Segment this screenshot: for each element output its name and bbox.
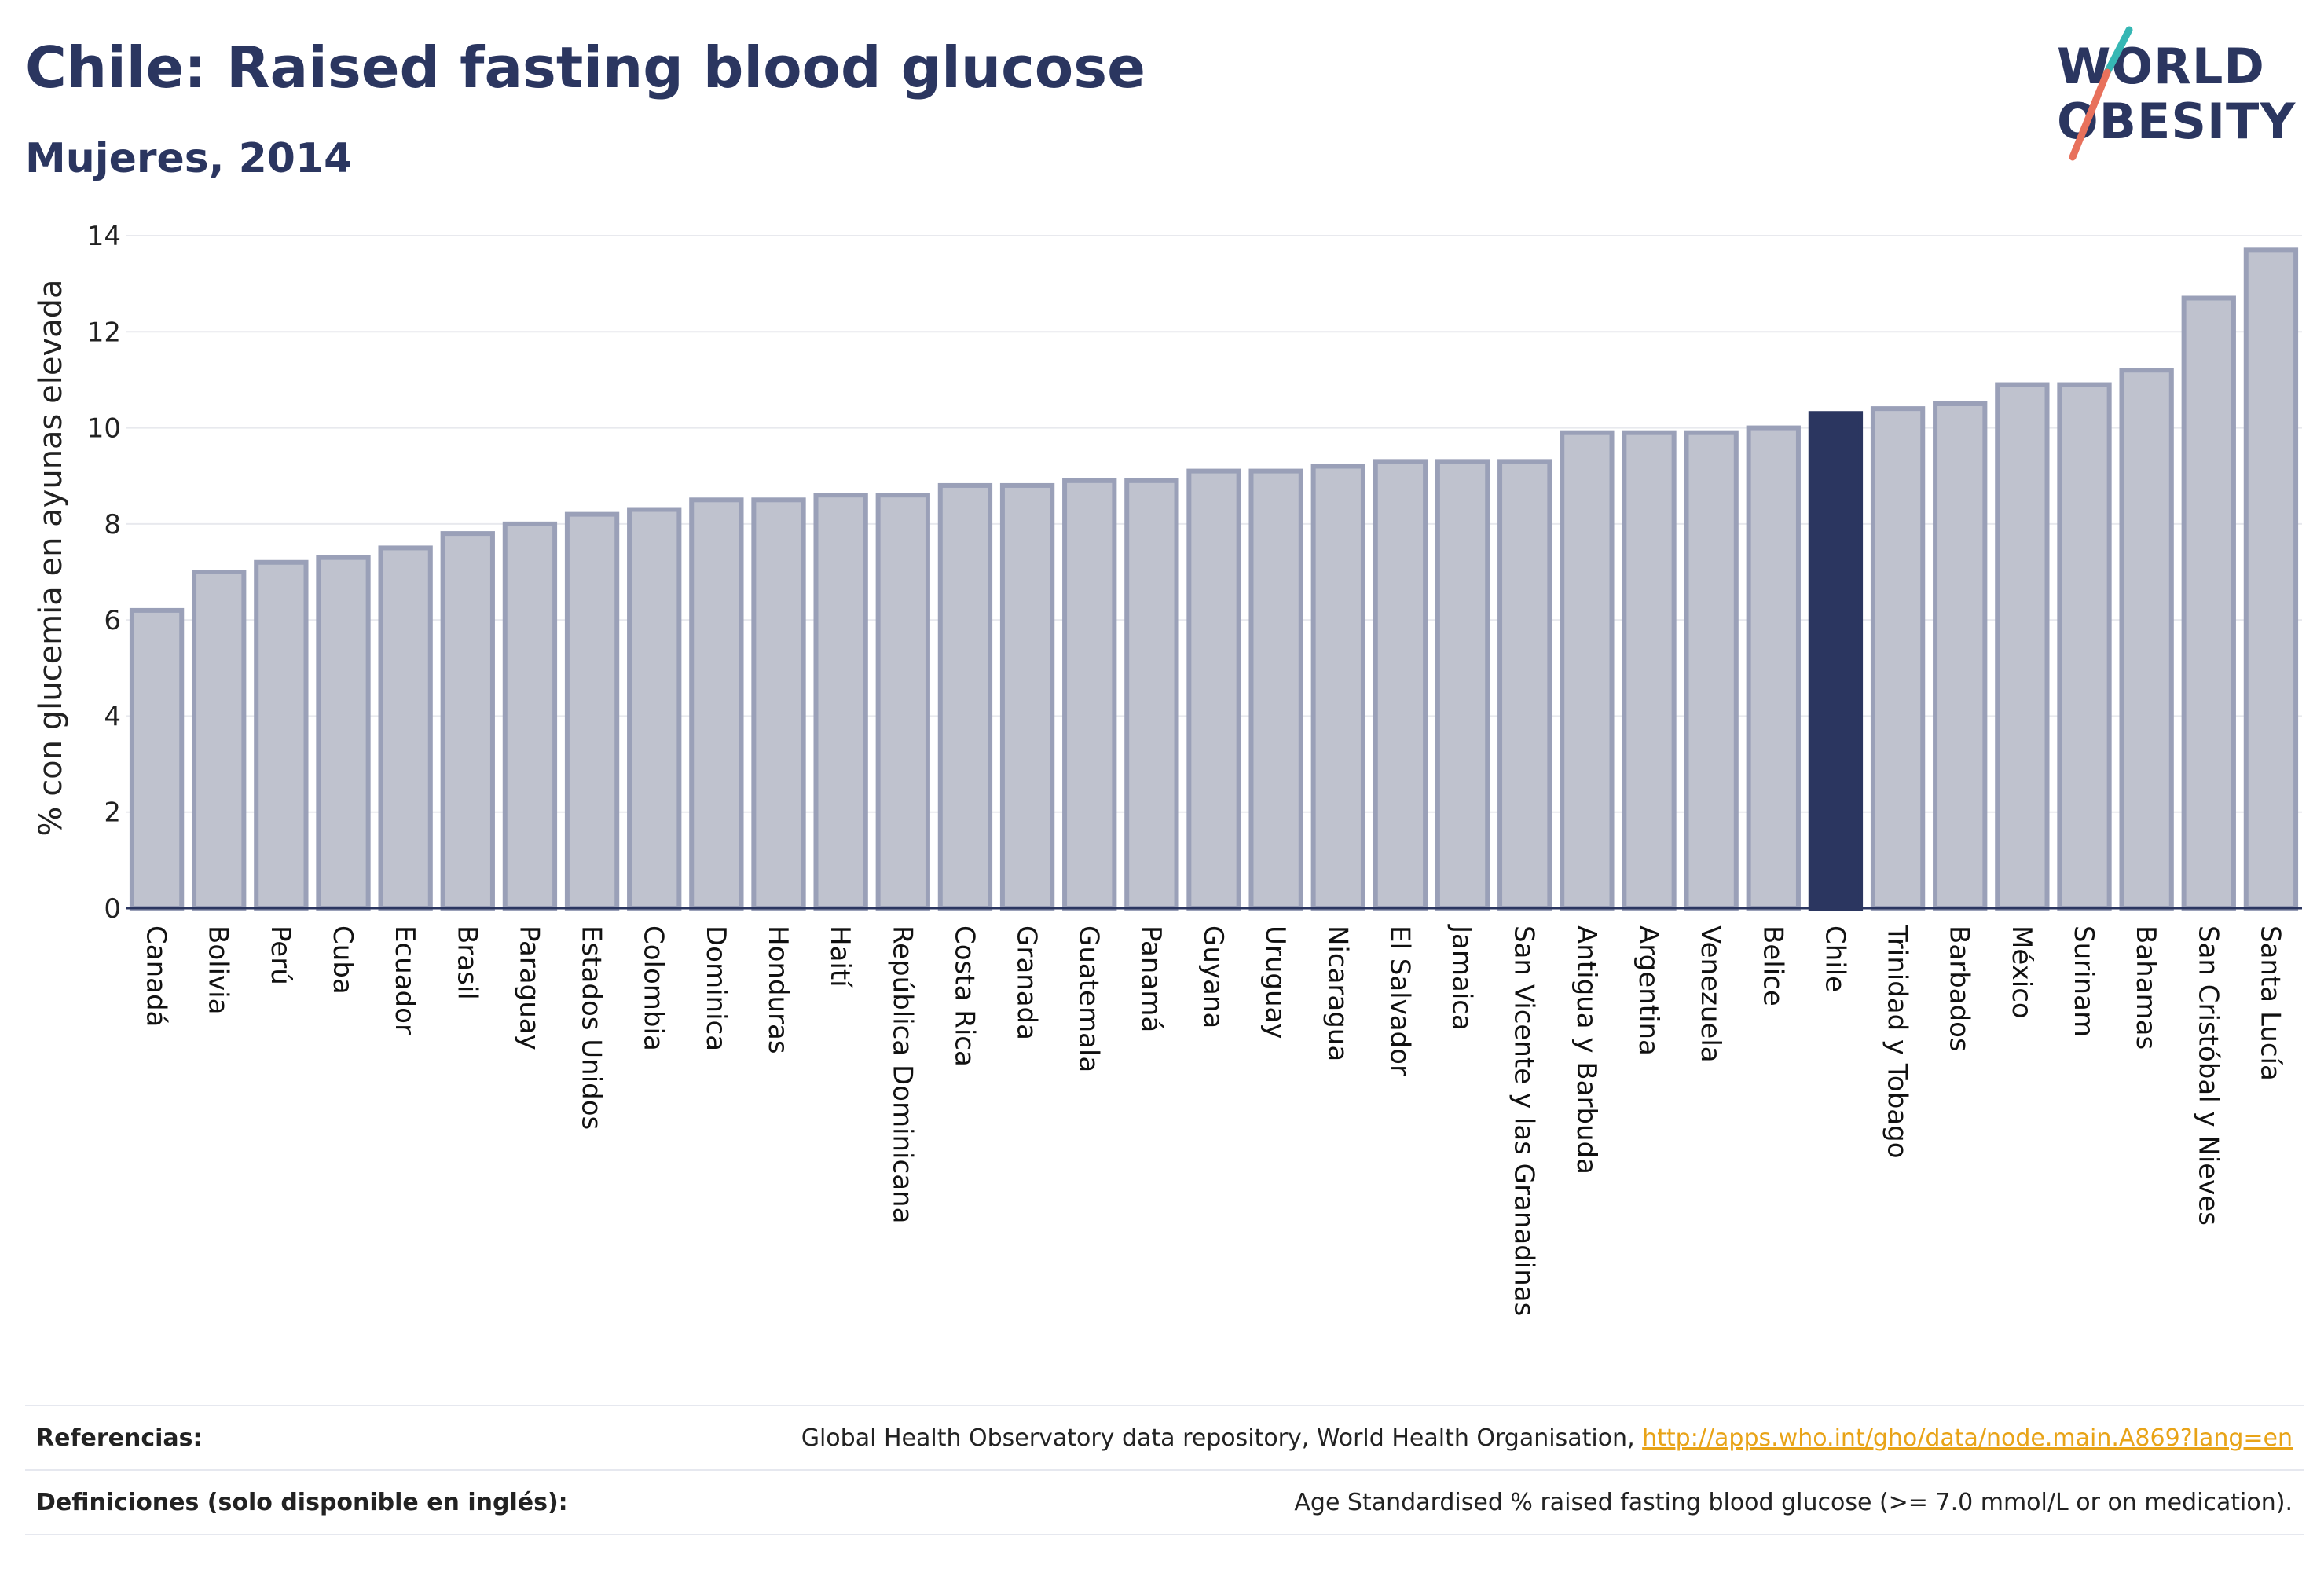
bar [378,545,433,911]
y-tick-label: 2 [104,797,121,829]
y-tick-label: 14 [87,221,121,252]
x-tick-label: Ecuador [389,925,420,1035]
bar [2243,247,2299,911]
bar [689,497,744,911]
bar [2119,368,2174,911]
bar [1995,382,2050,911]
x-tick-label: Trinidad y Tobago [1882,925,1913,1159]
x-tick-label: Panamá [1135,925,1167,1032]
references-row: Referencias: Global Health Observatory d… [25,1405,2304,1469]
references-text: Global Health Observatory data repositor… [801,1424,1643,1452]
bar [813,493,868,911]
x-tick-label: Estados Unidos [576,925,607,1130]
x-tick-label: Honduras [762,925,794,1054]
bar [1062,478,1117,911]
x-tick-label: Paraguay [513,925,544,1050]
bar [502,521,558,911]
bar [1560,430,1615,911]
y-tick-label: 0 [104,893,121,925]
bar [1310,464,1365,911]
page-title: Chile: Raised fasting blood glucose [25,35,1146,101]
x-tick-label: Brasil [451,925,482,1000]
x-tick-label: Uruguay [1259,925,1291,1039]
bar [1248,468,1303,911]
bars [129,247,2299,911]
logo-line-1: WORLD [2057,38,2265,95]
x-tick-label: San Vicente y las Granadinas [1508,925,1540,1316]
bar [999,482,1055,911]
bar [129,607,185,911]
bar [937,482,993,911]
x-tick-label: Chile [1819,925,1850,992]
x-tick-label: Guatemala [1073,925,1105,1072]
y-tick-labels: 0 2 4 6 8 10 12 14 [87,221,121,925]
bar [875,493,930,911]
bar [1746,425,1801,911]
x-tick-label: Antigua y Barbuda [1571,925,1602,1175]
x-tick-label: San Cristóbal y Nieves [2192,925,2223,1226]
x-tick-label: Argentina [1633,925,1664,1056]
bar [1373,459,1428,911]
x-tick-label: Surinam [2068,925,2099,1037]
references-label: Referencias: [36,1424,203,1452]
bar [1497,459,1552,911]
world-obesity-logo: WORLD OBESITY [2043,24,2310,165]
bar [316,555,371,911]
bar [2181,295,2236,911]
bar [1870,406,1926,911]
x-tick-label: México [2006,925,2037,1019]
x-tick-label: República Dominicana [886,925,918,1223]
bar-chart: 0 2 4 6 8 10 12 14 Canadá Bolivia Perú Cuba Ecuador… [33,221,2302,1316]
bar [751,497,806,911]
x-tick-label: Barbados [1944,925,1975,1052]
bar [1186,468,1241,911]
y-tick-label: 6 [104,605,121,636]
bar [1622,430,1677,911]
bar-highlight [1808,411,1864,911]
page-subtitle: Mujeres, 2014 [25,135,353,182]
bar [440,531,495,911]
bar [254,559,309,911]
x-tick-label: Bahamas [2130,925,2161,1050]
y-axis-title: % con glucemia en ayunas elevada [33,279,69,836]
bar [627,507,682,911]
definitions-row: Definiciones (solo disponible en inglés)… [25,1469,2304,1534]
x-tick-label: Cuba [327,925,358,995]
x-tick-label: Perú [265,925,296,985]
bar [1124,478,1179,911]
bar [1933,401,1988,911]
logo-slash-icon [2069,26,2133,161]
x-tick-label: Santa Lucía [2254,925,2286,1081]
x-tick-label: Nicaragua [1321,925,1353,1061]
bar [1684,430,1739,911]
x-tick-label: El Salvador [1384,925,1415,1076]
y-tick-label: 8 [104,509,121,541]
y-tick-label: 4 [104,701,121,732]
bar [564,511,620,911]
x-tick-label: Venezuela [1695,925,1726,1063]
x-tick-label: Costa Rica [948,925,980,1067]
y-tick-label: 10 [87,413,121,445]
bar [1435,459,1490,911]
x-tick-label: Granada [1011,925,1043,1040]
x-tick-label: Bolivia [203,925,234,1014]
bar [2057,382,2112,911]
definitions-text: Age Standardised % raised fasting blood … [1294,1488,2293,1516]
x-tick-label: Guyana [1197,925,1229,1028]
x-tick-label: Dominica [700,925,731,1051]
definitions-label: Definiciones (solo disponible en inglés)… [36,1488,568,1516]
bar [192,570,247,911]
x-tick-label: Canadá [141,925,172,1027]
references-value: Global Health Observatory data repositor… [801,1424,2304,1452]
x-tick-label: Jamaica [1446,924,1478,1031]
x-tick-label: Colombia [638,925,669,1051]
references-link[interactable]: http://apps.who.int/gho/data/node.main.A… [1642,1424,2293,1452]
y-tick-label: 12 [87,317,121,348]
x-tick-labels: Canadá Bolivia Perú Cuba Ecuador Brasil Paragu… [141,924,2286,1316]
x-tick-label: Belice [1757,925,1788,1006]
footer-divider [25,1534,2304,1535]
x-tick-label: Haití [824,925,856,988]
